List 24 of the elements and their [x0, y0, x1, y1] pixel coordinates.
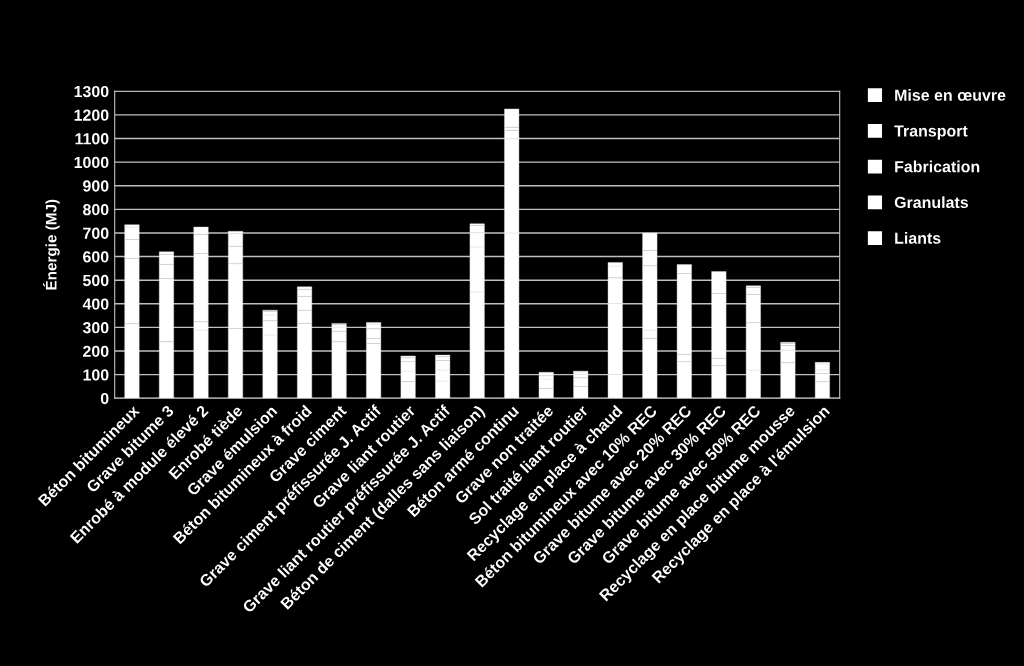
- legend-label: Liants: [895, 232, 941, 244]
- y-axis-title: Énergie (MJ): [42, 199, 60, 290]
- bar: [504, 108, 520, 128]
- y-tick-label: 400: [82, 298, 109, 310]
- bar: [538, 372, 554, 377]
- y-tick-label: 200: [83, 345, 109, 357]
- y-tick-label: 500: [82, 274, 109, 287]
- y-tick-label: 700: [83, 227, 109, 239]
- y-tick-label: 900: [83, 180, 109, 192]
- y-tick-label: 100: [83, 369, 109, 381]
- y-tick-label: 800: [82, 203, 109, 216]
- y-tick-label: 300: [82, 322, 109, 334]
- y-tick-label: 1000: [74, 156, 109, 169]
- y-tick-label: 600: [83, 251, 109, 263]
- y-tick-label: 1100: [75, 133, 109, 145]
- bar: [366, 343, 382, 399]
- legend-label: Transport: [894, 125, 968, 140]
- legend-label: Granulats: [894, 196, 969, 209]
- legend-label: Fabrication: [895, 160, 980, 173]
- bar: [814, 363, 830, 371]
- y-tick-label: 1300: [74, 85, 109, 98]
- legend-label: Mise en œuvre: [895, 89, 1006, 101]
- y-tick-label: 0: [100, 392, 109, 405]
- y-tick-label: 1200: [74, 109, 109, 121]
